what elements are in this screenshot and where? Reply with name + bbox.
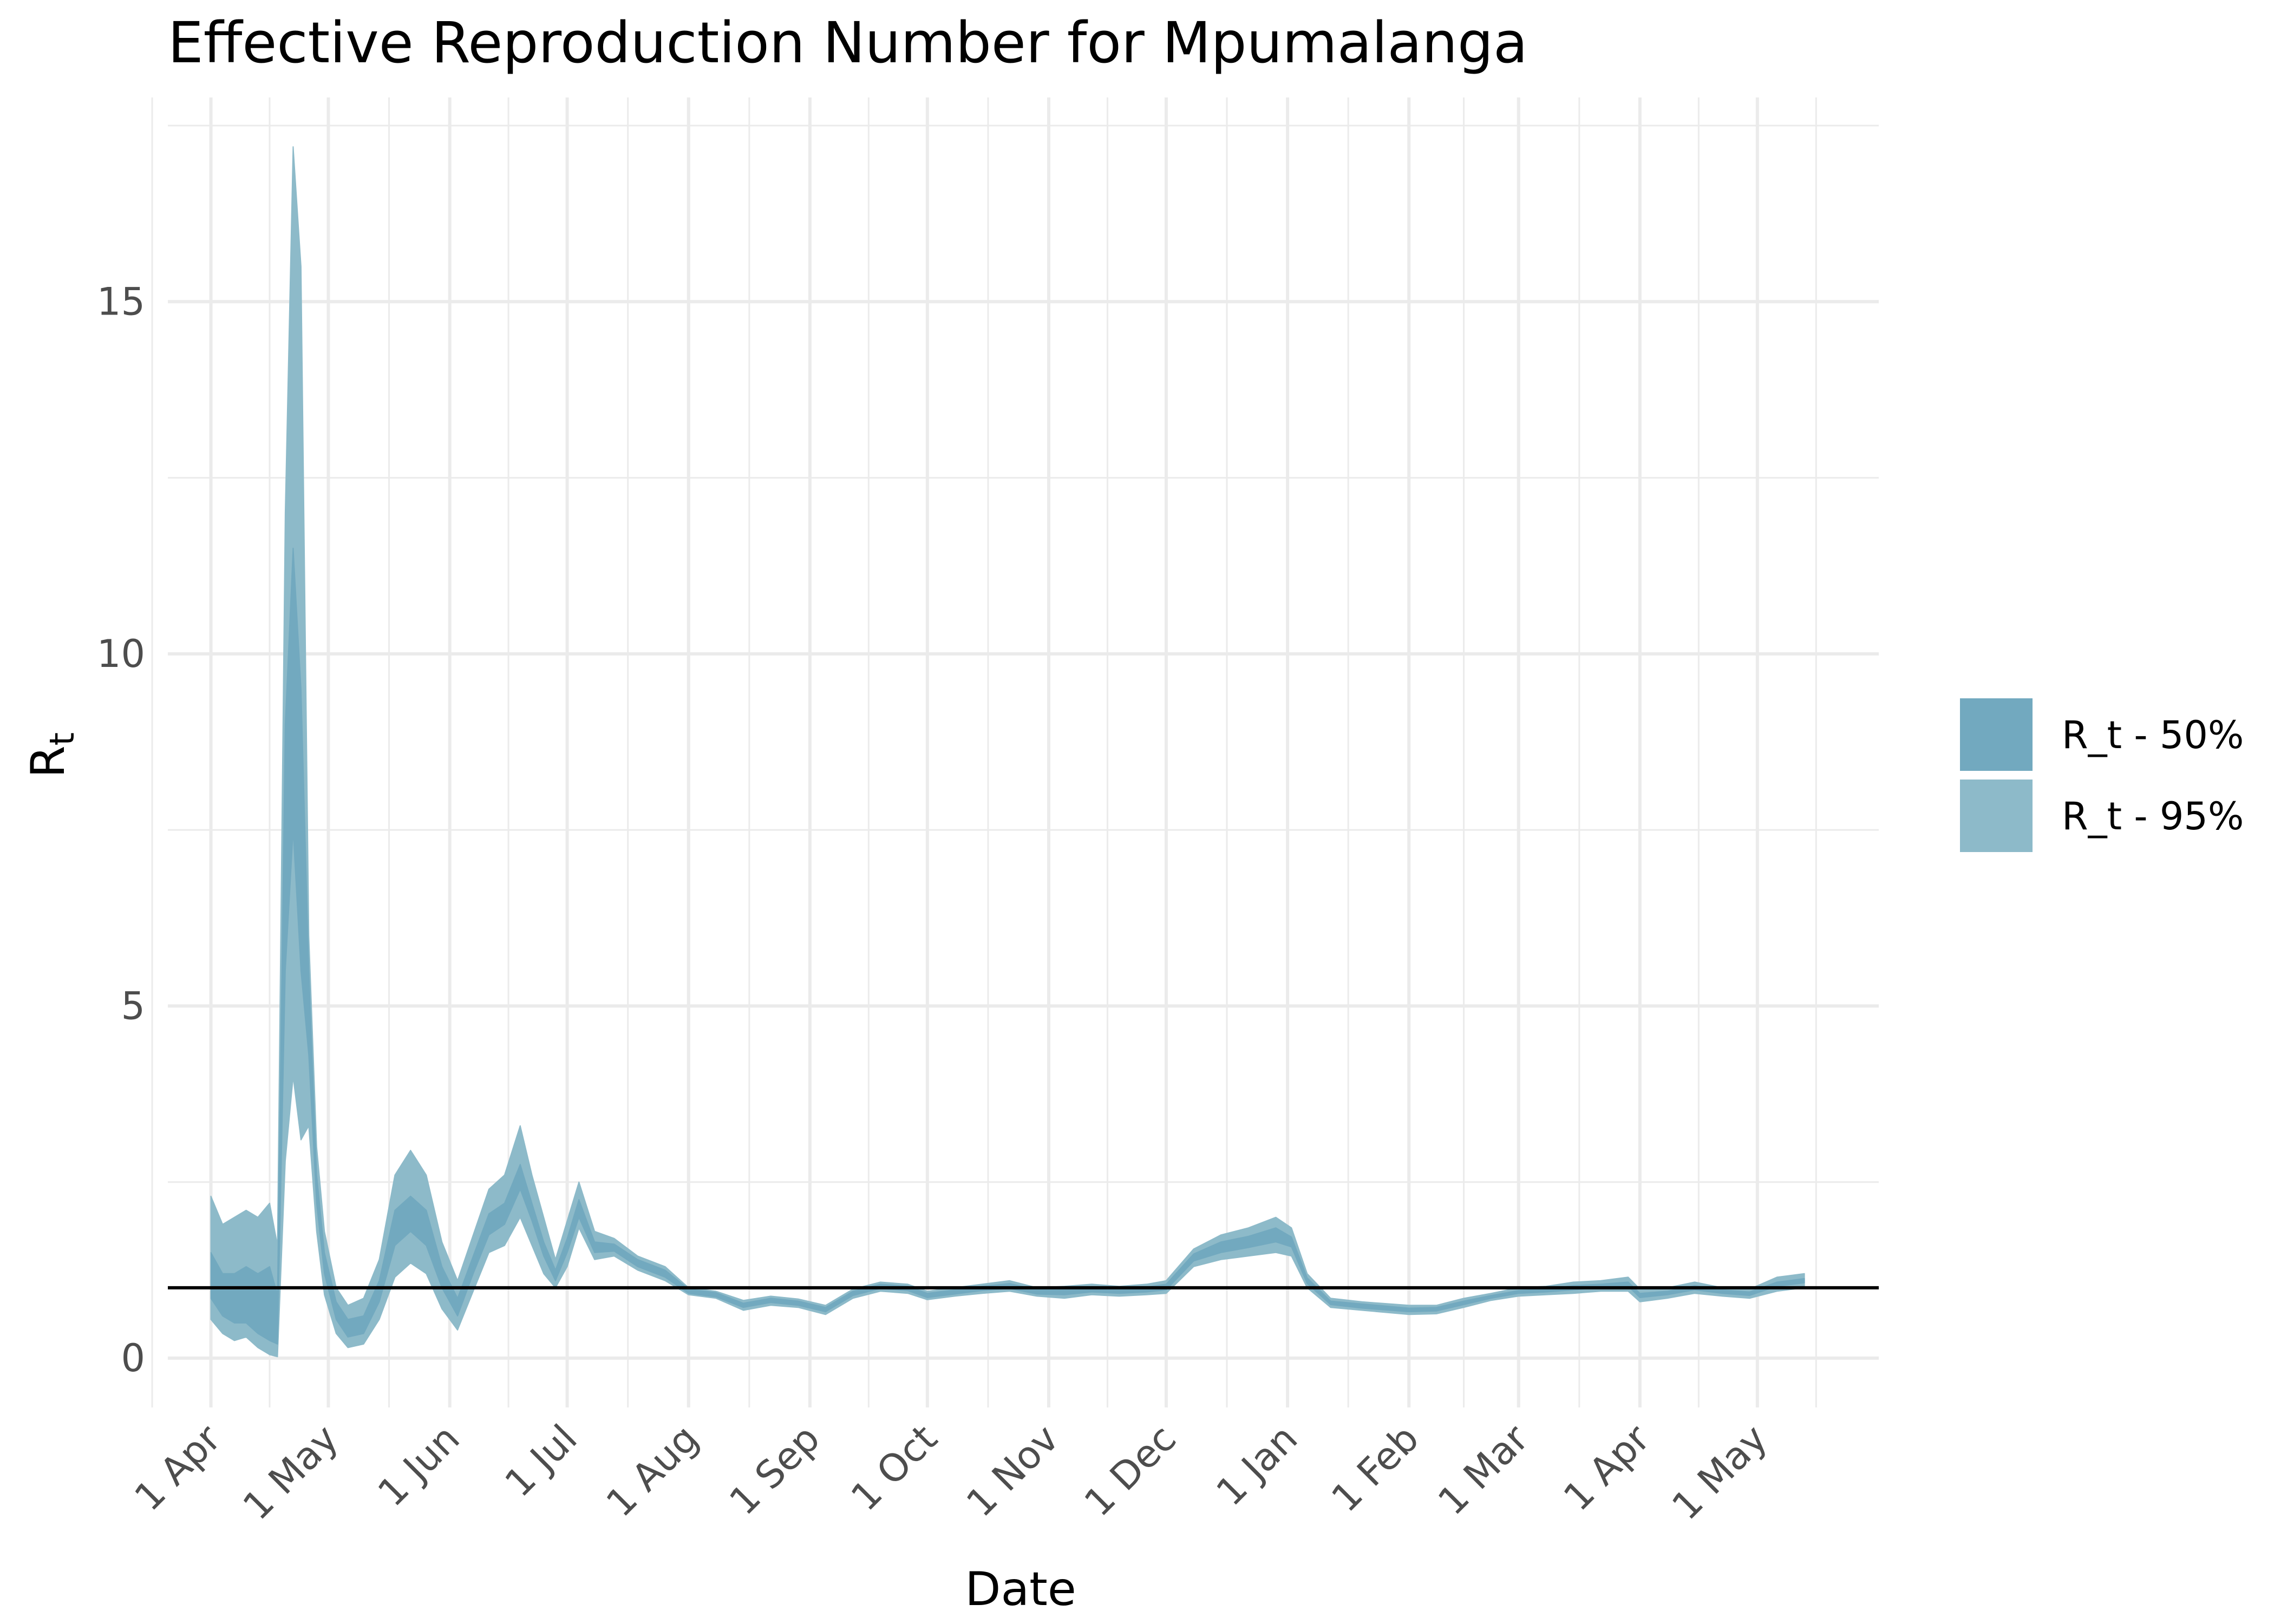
minor-gridlines — [151, 97, 1879, 1407]
legend-label: R_t - 50% — [2062, 713, 2244, 757]
y-axis-title-subscript: t — [42, 732, 82, 745]
ribbon-r-t-50 — [210, 547, 1805, 1345]
y-tick-label: 15 — [97, 279, 145, 324]
x-axis-title: Date — [965, 1562, 1076, 1616]
y-axis-title-main: R — [21, 745, 75, 778]
legend-key — [1960, 698, 2033, 771]
chart-title: Effective Reproduction Number for Mpumal… — [168, 10, 1528, 76]
y-axis-title: Rt — [21, 732, 82, 778]
y-tick-label: 10 — [97, 632, 145, 676]
major-gridlines — [168, 97, 1879, 1407]
y-tick-label: 5 — [121, 984, 145, 1028]
legend: R_t - 50% R_t - 95% — [1960, 698, 2244, 852]
y-axis-ticks: 0 5 10 15 — [97, 279, 145, 1380]
y-tick-label: 0 — [121, 1336, 145, 1380]
svg-text:Rt: Rt — [21, 732, 82, 778]
legend-label: R_t - 95% — [2062, 794, 2244, 839]
legend-key — [1960, 780, 2033, 852]
